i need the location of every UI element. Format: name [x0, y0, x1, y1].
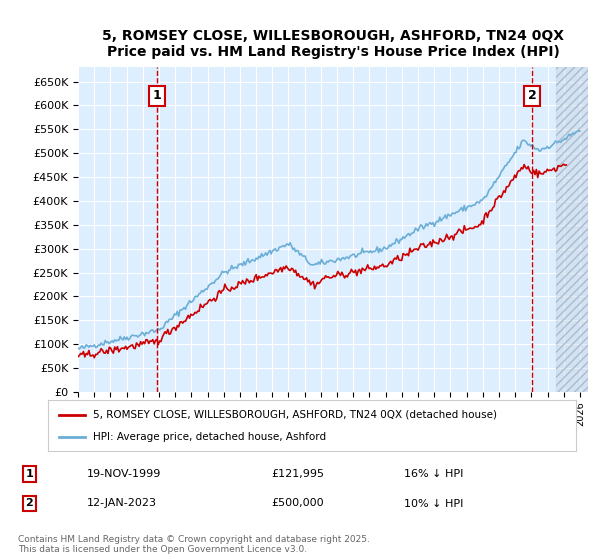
Text: 2: 2	[25, 498, 33, 508]
Text: HPI: Average price, detached house, Ashford: HPI: Average price, detached house, Ashf…	[93, 432, 326, 442]
Text: 10% ↓ HPI: 10% ↓ HPI	[404, 498, 463, 508]
Text: 5, ROMSEY CLOSE, WILLESBOROUGH, ASHFORD, TN24 0QX (detached house): 5, ROMSEY CLOSE, WILLESBOROUGH, ASHFORD,…	[93, 409, 497, 419]
Text: £500,000: £500,000	[271, 498, 324, 508]
Text: 2: 2	[527, 90, 536, 102]
Title: 5, ROMSEY CLOSE, WILLESBOROUGH, ASHFORD, TN24 0QX
Price paid vs. HM Land Registr: 5, ROMSEY CLOSE, WILLESBOROUGH, ASHFORD,…	[102, 29, 564, 59]
Bar	[556, 67, 588, 392]
Text: 1: 1	[25, 469, 33, 479]
Text: 12-JAN-2023: 12-JAN-2023	[87, 498, 157, 508]
Text: 1: 1	[152, 90, 161, 102]
Text: 19-NOV-1999: 19-NOV-1999	[87, 469, 161, 479]
Bar	[556, 67, 588, 392]
Text: £121,995: £121,995	[271, 469, 324, 479]
Text: 16% ↓ HPI: 16% ↓ HPI	[404, 469, 463, 479]
Text: Contains HM Land Registry data © Crown copyright and database right 2025.
This d: Contains HM Land Registry data © Crown c…	[18, 535, 370, 554]
